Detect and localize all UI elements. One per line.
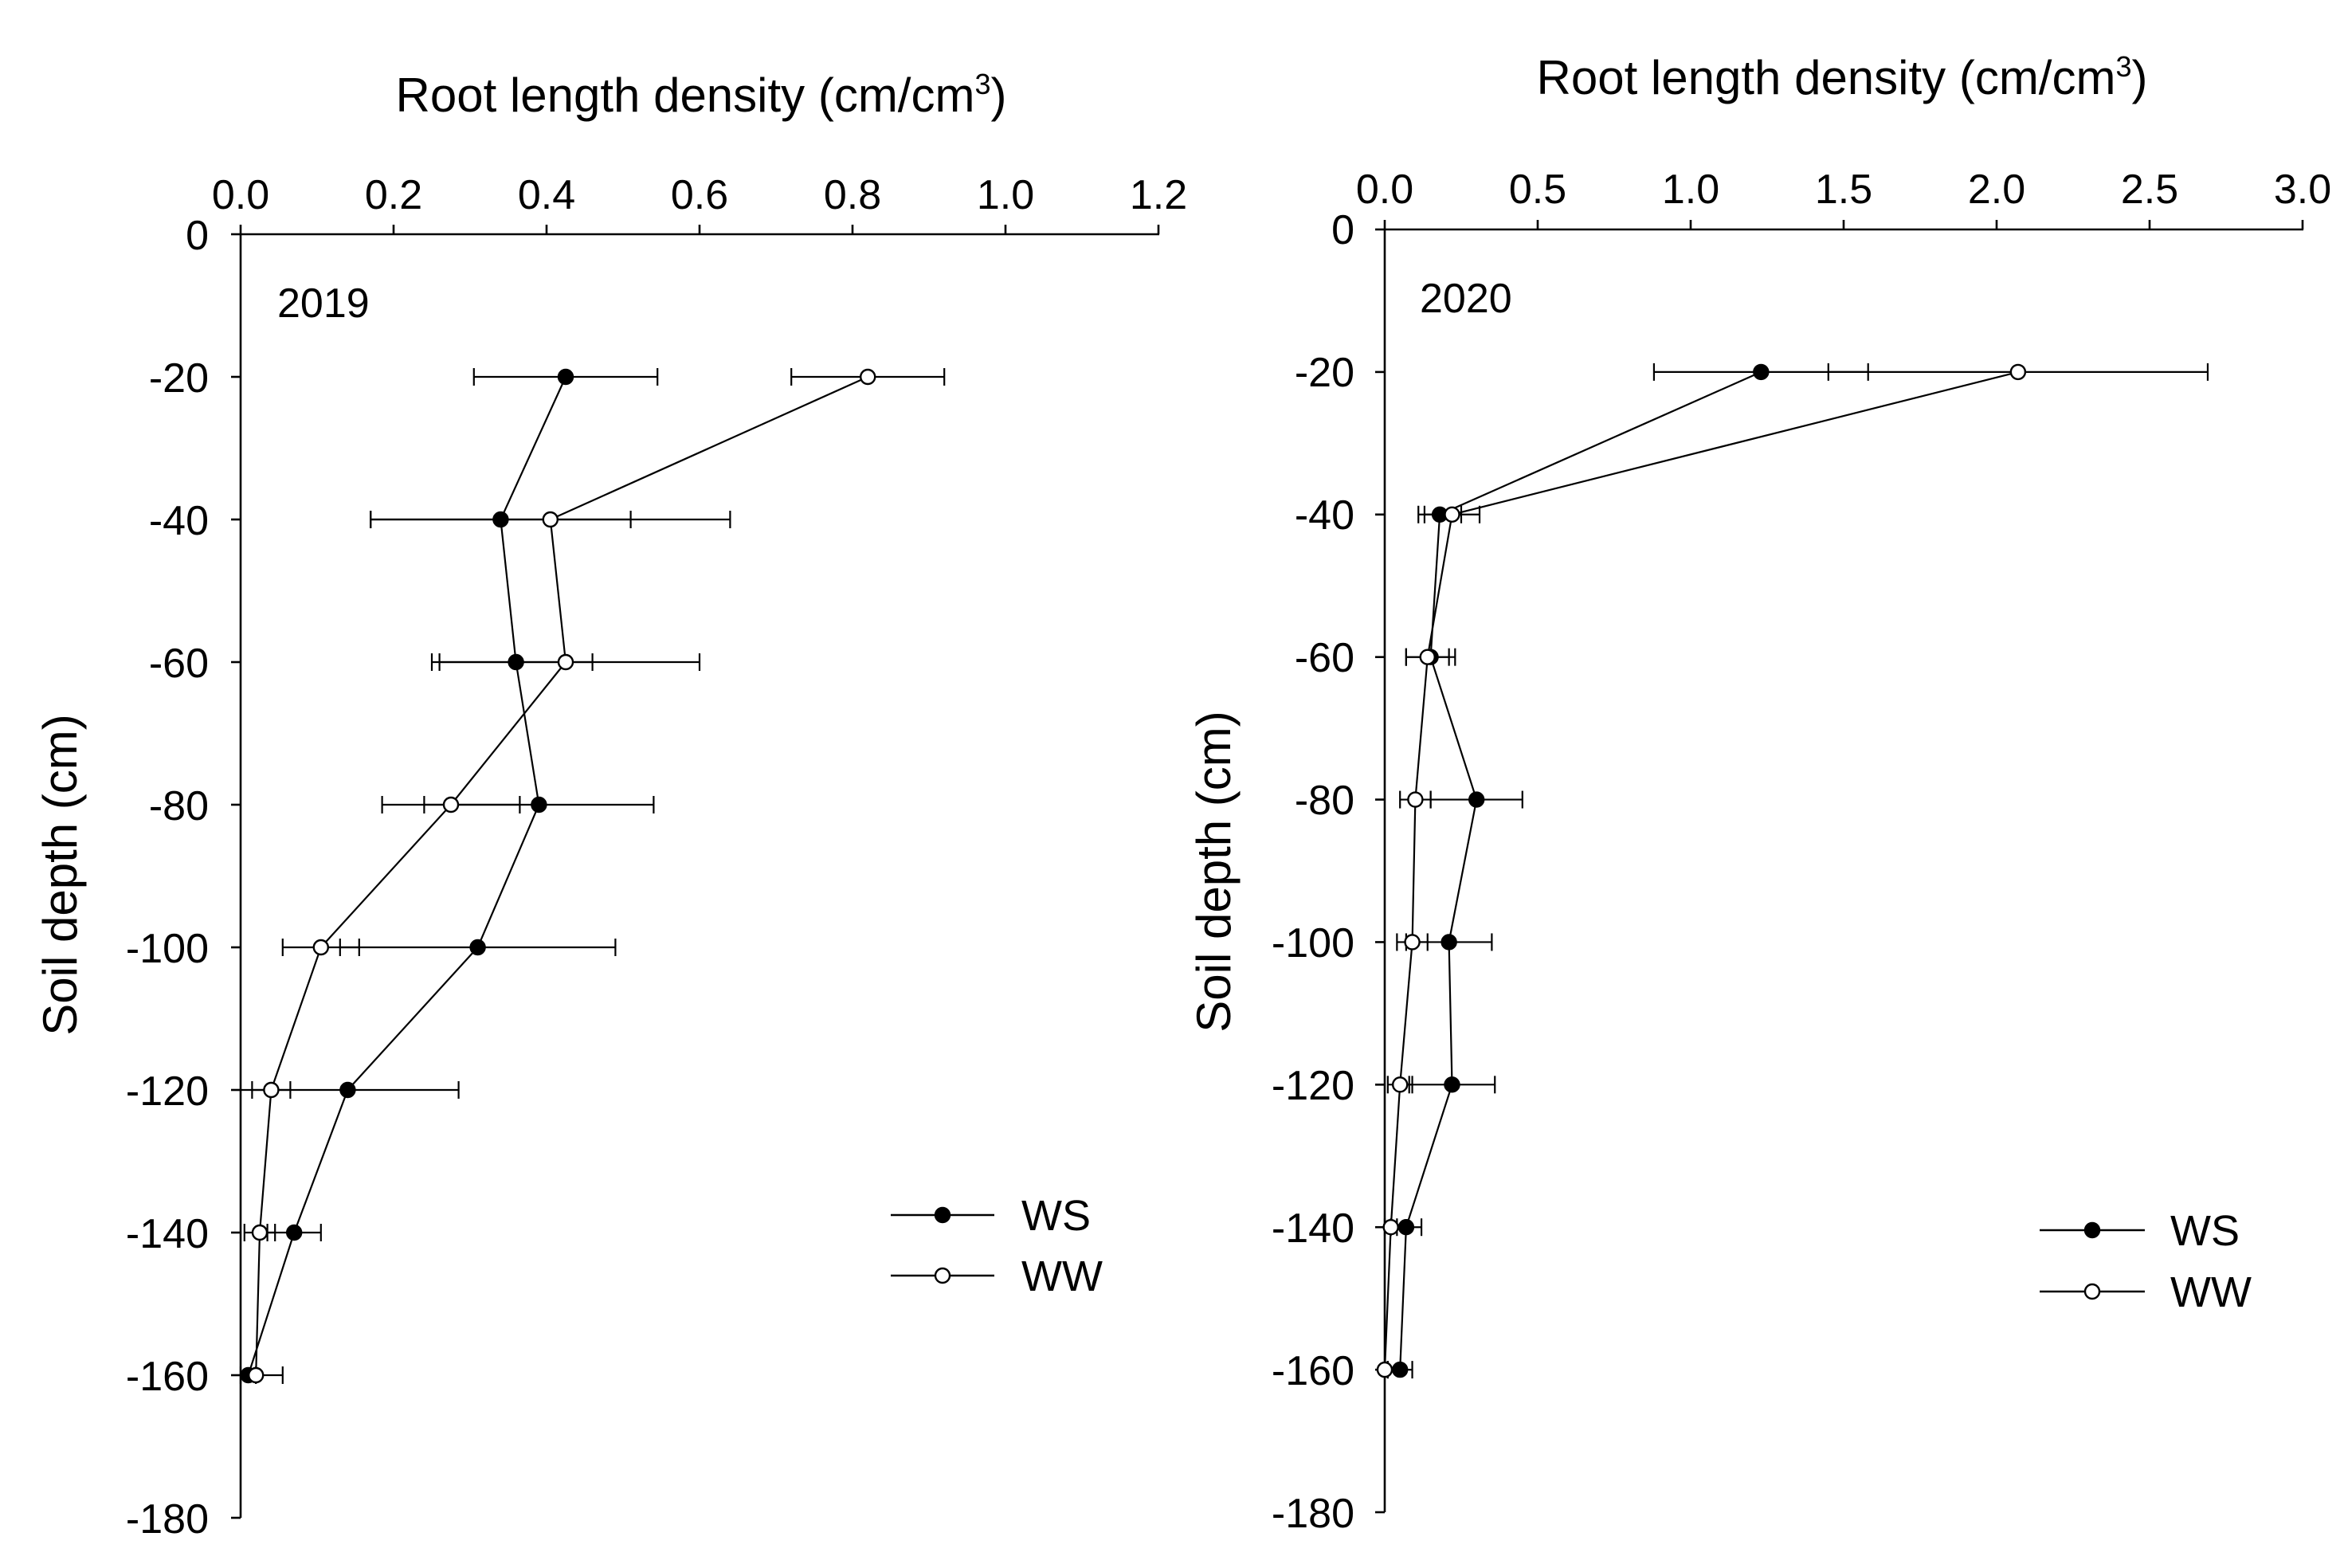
x-tick-label: 0.0 [1356,167,1413,213]
y-tick-label: -80 [149,783,209,829]
series-2020 [1378,363,2208,1378]
point-ws [531,798,546,812]
panel-year-label-2020: 2020 [1420,276,1512,322]
y-tick-label: -120 [126,1068,209,1115]
y-tick-label: -140 [126,1211,209,1257]
legend-ws-label: WS [1021,1192,1091,1240]
panel-2020: Root length density (cm/cm3) 0.0 0.5 1.0… [1187,50,2331,1537]
y-tick-label: -100 [126,926,209,972]
x-tick-label: 3.0 [2274,167,2331,213]
point-ws [340,1083,355,1097]
axes-2019 [231,225,1159,1518]
x-tick-label: 1.0 [977,172,1034,218]
y-tick-label: -180 [126,1496,209,1543]
y-tick-label: -160 [126,1354,209,1400]
y-tick-labels-2020: 0 -20 -40 -60 -80 -100 -120 -140 -160 -1… [1272,207,1354,1537]
point-ww [253,1225,267,1240]
point-ws [1393,1362,1407,1377]
y-tick-labels-2019: 0 -20 -40 -60 -80 -100 -120 -140 -160 -1… [126,213,209,1543]
y-tick-label: -20 [1295,350,1354,396]
panel-2019: Root length density (cm/cm3) 0.0 0.2 0.4… [33,68,1187,1543]
y-tick-label: -60 [149,641,209,687]
legend-ww-label: WW [2170,1268,2252,1316]
point-ws [287,1225,301,1240]
point-ww [559,655,573,669]
legend-ws-marker [935,1208,950,1222]
point-ww [1444,508,1459,522]
point-ww [1393,1077,1407,1092]
point-ww [1384,1220,1398,1234]
point-ws [471,940,485,955]
series-ww-line [256,377,868,1375]
y-tick-label: -20 [149,355,209,402]
figure: Root length density (cm/cm3) 0.0 0.2 0.4… [0,0,2344,1568]
x-tick-labels-2019: 0.0 0.2 0.4 0.6 0.8 1.0 1.2 [212,172,1187,218]
x-tick-label: 1.5 [1815,167,1872,213]
y-tick-label: -40 [1295,492,1354,539]
x-tick-label: 0.5 [1509,167,1566,213]
legend-ww-marker [2085,1284,2099,1299]
point-ws [1442,935,1456,949]
y-tick-label: -100 [1272,920,1354,966]
x-tick-label: 1.0 [1662,167,1719,213]
point-ws [509,655,523,669]
x-tick-label: 0.0 [212,172,269,218]
point-ww [1378,1362,1392,1377]
y-tick-label: 0 [186,213,209,259]
point-ww [860,370,875,384]
point-ws [1754,365,1768,379]
y-axis-title-2019: Soil depth (cm) [33,714,87,1035]
legend-ws-marker [2085,1223,2099,1237]
y-tick-label: -120 [1272,1063,1354,1109]
x-tick-label: 2.5 [2121,167,2178,213]
x-tick-labels-2020: 0.0 0.5 1.0 1.5 2.0 2.5 3.0 [1356,167,2331,213]
point-ws [559,370,573,384]
y-axis-title-2020: Soil depth (cm) [1187,711,1241,1032]
point-ws [493,512,508,527]
y-tick-label: 0 [1331,207,1354,253]
y-tick-label: -80 [1295,778,1354,824]
point-ww [264,1083,278,1097]
legend-ww-marker [935,1268,950,1283]
point-ww [314,940,328,955]
y-tick-label: -180 [1272,1491,1354,1537]
point-ws [1399,1220,1413,1234]
point-ww [2011,365,2025,379]
legend-ws-label: WS [2170,1207,2240,1255]
point-ww [1408,793,1422,807]
x-tick-label: 0.2 [365,172,422,218]
axes-2020 [1375,220,2303,1512]
point-ww [249,1368,263,1382]
x-tick-label: 1.2 [1130,172,1187,218]
x-tick-label: 2.0 [1968,167,2025,213]
legend-ww-label: WW [1021,1252,1103,1300]
point-ww [1405,935,1420,949]
x-axis-title-2019: Root length density (cm/cm3) [396,68,1007,122]
y-tick-label: -160 [1272,1348,1354,1394]
y-tick-label: -140 [1272,1205,1354,1252]
point-ws [1469,793,1484,807]
y-tick-label: -40 [149,498,209,544]
point-ww [1421,650,1435,664]
series-2019 [241,368,944,1384]
x-tick-label: 0.8 [824,172,881,218]
x-tick-label: 0.6 [671,172,728,218]
point-ww [444,798,458,812]
legend-2019: WS WW [891,1192,1103,1300]
x-tick-label: 0.4 [518,172,575,218]
point-ww [543,512,558,527]
point-ws [1444,1077,1459,1092]
legend-2020: WS WW [2040,1207,2252,1316]
y-tick-label: -60 [1295,635,1354,681]
panel-year-label-2019: 2019 [277,280,370,327]
x-axis-title-2020: Root length density (cm/cm3) [1537,50,2148,104]
